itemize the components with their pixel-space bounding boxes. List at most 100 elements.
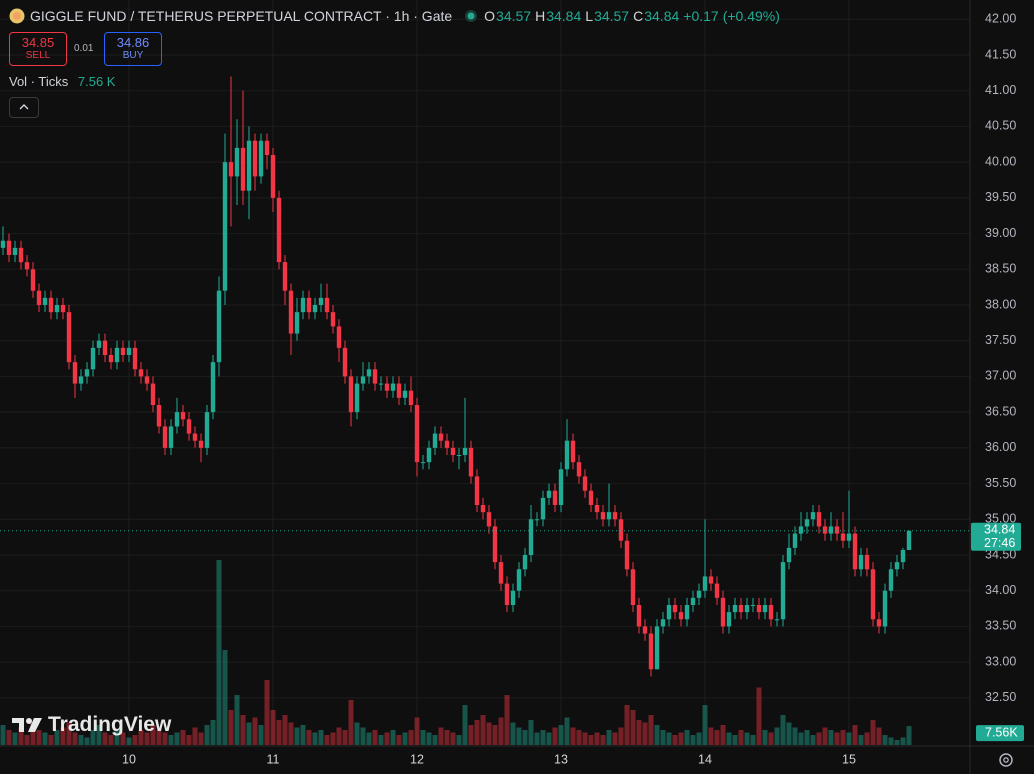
volume-bar [240, 715, 246, 745]
spread: 0.01 [74, 43, 94, 54]
volume-badge-value: 7.56K [985, 725, 1018, 739]
status-dot-core [467, 12, 475, 20]
volume-bar [780, 715, 786, 745]
volume-bar [216, 560, 222, 745]
candle-body [48, 297, 54, 313]
volume-bar [630, 710, 636, 745]
y-tick-label: 38.50 [985, 262, 1016, 276]
settings-icon[interactable] [999, 753, 1013, 767]
candle-body [18, 247, 24, 263]
candle-body [708, 576, 714, 584]
candle-body [240, 147, 246, 191]
candle-body [408, 390, 414, 405]
volume-bar [588, 735, 594, 745]
volume-bar [528, 720, 534, 745]
volume-bar [636, 720, 642, 745]
candle-body [522, 555, 528, 570]
volume-bar [78, 735, 84, 745]
volume-bar [552, 727, 558, 745]
buy-label: BUY [122, 50, 144, 61]
x-tick-label: 15 [842, 752, 856, 766]
candle-body [690, 597, 696, 605]
candle-body [738, 605, 744, 613]
candle-body [132, 347, 138, 370]
candle-body [888, 569, 894, 591]
volume-bar [42, 732, 48, 745]
symbol-title[interactable]: GIGGLE FUND / TETHERUS PERPETUAL CONTRAC… [30, 8, 453, 24]
volume-bar [372, 730, 378, 745]
y-tick-label: 32.50 [985, 690, 1016, 704]
candle-body [114, 347, 120, 363]
logo-dot [26, 718, 32, 724]
candle-body [348, 376, 354, 413]
candle-body [576, 462, 582, 477]
volume-bar [864, 732, 870, 745]
volume-bar [900, 737, 906, 745]
volume-bar [6, 730, 12, 745]
volume-bar [360, 727, 366, 745]
candle-body [276, 197, 282, 263]
volume-bar [474, 720, 480, 745]
candle-body [42, 297, 48, 305]
buy-price: 34.86 [116, 35, 150, 50]
candle-body [666, 605, 672, 620]
caret-icon [19, 104, 29, 110]
candle-body [714, 583, 720, 598]
candle-body [840, 533, 846, 541]
volume-bar [150, 725, 156, 745]
volume-bar [750, 735, 756, 745]
volume-bar [678, 732, 684, 745]
candle-body [600, 512, 606, 520]
volume-bar [378, 735, 384, 745]
candle-body [282, 262, 288, 291]
volume-bar [132, 735, 138, 745]
volume-bar [786, 722, 792, 745]
candle-body [510, 590, 516, 605]
buy-button[interactable]: 34.86 BUY [104, 32, 162, 66]
candle-body [66, 312, 72, 363]
y-tick-label: 38.00 [985, 297, 1016, 311]
candle-body [234, 147, 240, 177]
candle-body [834, 526, 840, 534]
sell-button[interactable]: 34.85 SELL [9, 32, 67, 66]
ohlc-value: 34.57 [496, 8, 532, 24]
y-tick-label: 36.00 [985, 440, 1016, 454]
candle-body [582, 476, 588, 491]
volume-bar [810, 735, 816, 745]
volume-title[interactable]: Vol · Ticks [9, 74, 69, 89]
candle-body [816, 512, 822, 527]
candle-body [852, 533, 858, 570]
candle-body [462, 447, 468, 455]
volume-bar [684, 730, 690, 745]
candle-body [660, 619, 666, 627]
volume-bar [270, 710, 276, 745]
candle-body [606, 512, 612, 520]
volume-bar [126, 737, 132, 745]
volume-bar [858, 735, 864, 745]
candle-body [480, 505, 486, 513]
volume-bar [96, 725, 102, 745]
volume-bar [330, 732, 336, 745]
sell-label: SELL [25, 50, 51, 61]
candle-body [420, 462, 426, 464]
volume-bar [402, 732, 408, 745]
candle-body [492, 526, 498, 563]
collapse-button[interactable] [9, 97, 39, 118]
candle-body [216, 290, 222, 363]
volume-bar [204, 725, 210, 745]
volume-bar [894, 740, 900, 745]
candle-body [780, 562, 786, 620]
candle-body [228, 162, 234, 177]
candle-body [306, 297, 312, 313]
candle-body [828, 526, 834, 534]
volume-bar [66, 722, 72, 745]
candle-body [288, 290, 294, 334]
candle-body [252, 140, 258, 177]
candle-body [636, 605, 642, 627]
volume-bar [246, 722, 252, 745]
y-tick-label: 34.00 [985, 583, 1016, 597]
volume-bar [426, 732, 432, 745]
volume-bar [318, 730, 324, 745]
volume-bar [60, 727, 66, 745]
